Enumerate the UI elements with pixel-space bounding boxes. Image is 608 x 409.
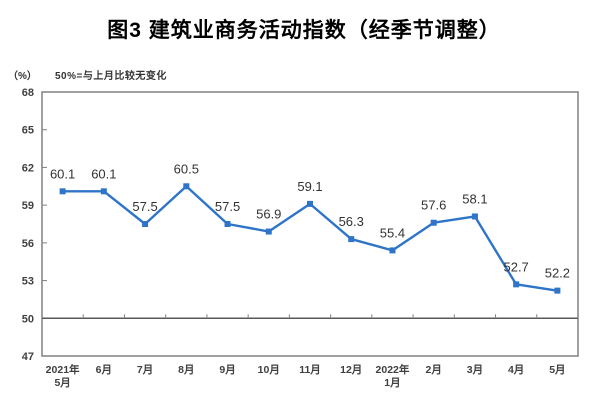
x-axis-category-label: 2月 bbox=[426, 364, 442, 376]
y-axis-tick-label: 62 bbox=[22, 162, 34, 174]
data-point-marker bbox=[513, 281, 520, 288]
x-axis-category-label: 1月 bbox=[384, 377, 400, 389]
x-axis-category-label: 6月 bbox=[96, 364, 112, 376]
data-point-label: 57.5 bbox=[132, 199, 157, 214]
data-point-marker bbox=[183, 183, 190, 190]
data-point-label: 60.1 bbox=[50, 166, 75, 181]
x-axis-category-label: 2022年 bbox=[376, 363, 410, 376]
y-axis-unit-label: （%） bbox=[8, 71, 37, 82]
data-point-label: 56.9 bbox=[256, 207, 281, 222]
data-point-marker bbox=[307, 200, 313, 207]
data-point-label: 52.7 bbox=[503, 259, 528, 274]
data-point-marker bbox=[348, 236, 355, 243]
data-point-label: 59.1 bbox=[297, 179, 322, 194]
data-point-marker bbox=[59, 188, 66, 195]
y-axis-tick-label: 53 bbox=[22, 276, 34, 288]
data-point-label: 56.3 bbox=[339, 214, 364, 229]
x-axis-category-label: 11月 bbox=[299, 364, 321, 376]
data-point-marker bbox=[265, 228, 272, 235]
x-axis-category-label: 4月 bbox=[508, 364, 524, 376]
data-point-marker bbox=[100, 188, 107, 195]
x-axis-category-label: 2021年 bbox=[46, 363, 80, 376]
x-axis-category-label: 5月 bbox=[549, 364, 565, 376]
x-axis-category-label: 8月 bbox=[178, 364, 194, 376]
data-point-label: 57.5 bbox=[215, 199, 240, 214]
data-point-label: 55.4 bbox=[380, 225, 405, 240]
data-point-marker bbox=[389, 247, 396, 254]
data-point-label: 60.5 bbox=[174, 161, 199, 176]
data-point-label: 52.2 bbox=[545, 266, 570, 281]
data-point-label: 60.1 bbox=[91, 166, 116, 181]
data-point-label: 57.6 bbox=[421, 198, 446, 213]
data-point-marker bbox=[224, 221, 231, 227]
x-axis-category-label: 10月 bbox=[258, 364, 280, 376]
plot-border bbox=[41, 91, 579, 357]
chart-title: 图3 建筑业商务活动指数（经季节调整） bbox=[107, 19, 501, 42]
x-axis-category-label: 5月 bbox=[54, 377, 70, 389]
reference-note: 50%=与上月比较无变化 bbox=[55, 71, 167, 82]
x-axis-category-label: 12月 bbox=[340, 364, 362, 376]
data-point-marker bbox=[142, 221, 149, 227]
y-axis-tick-label: 65 bbox=[22, 125, 34, 137]
y-axis-tick-label: 56 bbox=[22, 238, 34, 250]
x-axis-category-label: 9月 bbox=[219, 364, 235, 376]
data-point-marker bbox=[430, 219, 437, 226]
y-axis-tick-label: 47 bbox=[22, 351, 34, 363]
y-axis-tick-label: 68 bbox=[22, 87, 34, 99]
data-point-label: 58.1 bbox=[462, 191, 487, 206]
x-axis-category-label: 3月 bbox=[467, 364, 483, 376]
x-axis-category-label: 7月 bbox=[137, 364, 153, 376]
y-axis-tick-label: 59 bbox=[22, 200, 34, 212]
y-axis-tick-label: 50 bbox=[22, 313, 34, 325]
data-point-marker bbox=[554, 287, 561, 294]
data-point-marker bbox=[471, 213, 478, 220]
